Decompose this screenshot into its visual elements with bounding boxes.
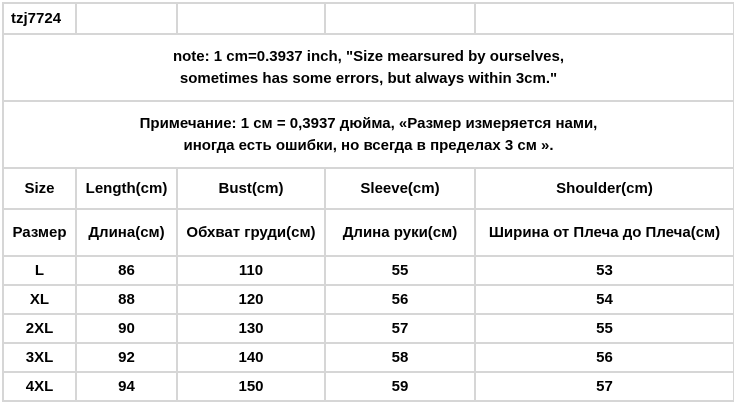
- sleeve-cell: 57: [324, 313, 476, 344]
- header-cell: Ширина от Плеча до Плеча(см): [474, 208, 734, 257]
- header-cell: Размер: [2, 208, 77, 257]
- note-en-line: note: 1 cm=0.3937 inch, "Size mearsured …: [172, 47, 565, 65]
- length-cell: 94: [75, 371, 178, 402]
- length-cell: 90: [75, 313, 178, 344]
- size-cell: XL: [2, 284, 77, 315]
- sleeve-cell: 59: [324, 371, 476, 402]
- note-ru-line: Примечание: 1 см = 0,3937 дюйма, «Размер…: [139, 114, 598, 132]
- header-cell: Bust(cm): [176, 167, 326, 210]
- bust-cell: 120: [176, 284, 326, 315]
- bust-cell: 110: [176, 255, 326, 286]
- header-cell: Length(cm): [75, 167, 178, 210]
- note-ru-line: иногда есть ошибки, но всегда в пределах…: [183, 136, 554, 154]
- size-cell: 4XL: [2, 371, 77, 402]
- sku-cell: tzj7724: [2, 2, 77, 35]
- shoulder-cell: 53: [474, 255, 734, 286]
- table-row: 4XL 94 150 59 57: [2, 371, 734, 402]
- size-cell: 2XL: [2, 313, 77, 344]
- sku-row: tzj7724: [2, 2, 734, 35]
- empty-cell: [176, 2, 326, 35]
- note-ru-row: Примечание: 1 см = 0,3937 дюйма, «Размер…: [2, 100, 734, 169]
- length-cell: 86: [75, 255, 178, 286]
- shoulder-cell: 54: [474, 284, 734, 315]
- note-en-line: sometimes has some errors, but always wi…: [179, 69, 558, 87]
- header-cell: Обхват груди(см): [176, 208, 326, 257]
- header-cell: Sleeve(cm): [324, 167, 476, 210]
- size-cell: 3XL: [2, 342, 77, 373]
- empty-cell: [324, 2, 476, 35]
- bust-cell: 130: [176, 313, 326, 344]
- table-row: XL 88 120 56 54: [2, 284, 734, 315]
- note-ru: Примечание: 1 см = 0,3937 дюйма, «Размер…: [2, 100, 734, 169]
- sleeve-cell: 55: [324, 255, 476, 286]
- note-en-row: note: 1 cm=0.3937 inch, "Size mearsured …: [2, 33, 734, 102]
- shoulder-cell: 56: [474, 342, 734, 373]
- empty-cell: [75, 2, 178, 35]
- bust-cell: 140: [176, 342, 326, 373]
- empty-cell: [474, 2, 734, 35]
- length-cell: 92: [75, 342, 178, 373]
- note-en: note: 1 cm=0.3937 inch, "Size mearsured …: [2, 33, 734, 102]
- header-row-en: Size Length(cm) Bust(cm) Sleeve(cm) Shou…: [2, 167, 734, 210]
- header-cell: Shoulder(cm): [474, 167, 734, 210]
- header-cell: Длина(см): [75, 208, 178, 257]
- shoulder-cell: 57: [474, 371, 734, 402]
- header-cell: Длина руки(см): [324, 208, 476, 257]
- sleeve-cell: 58: [324, 342, 476, 373]
- length-cell: 88: [75, 284, 178, 315]
- shoulder-cell: 55: [474, 313, 734, 344]
- size-cell: L: [2, 255, 77, 286]
- table-row: 2XL 90 130 57 55: [2, 313, 734, 344]
- header-cell: Size: [2, 167, 77, 210]
- table-row: 3XL 92 140 58 56: [2, 342, 734, 373]
- table-row: L 86 110 55 53: [2, 255, 734, 286]
- header-row-ru: Размер Длина(см) Обхват груди(см) Длина …: [2, 208, 734, 257]
- bust-cell: 150: [176, 371, 326, 402]
- sleeve-cell: 56: [324, 284, 476, 315]
